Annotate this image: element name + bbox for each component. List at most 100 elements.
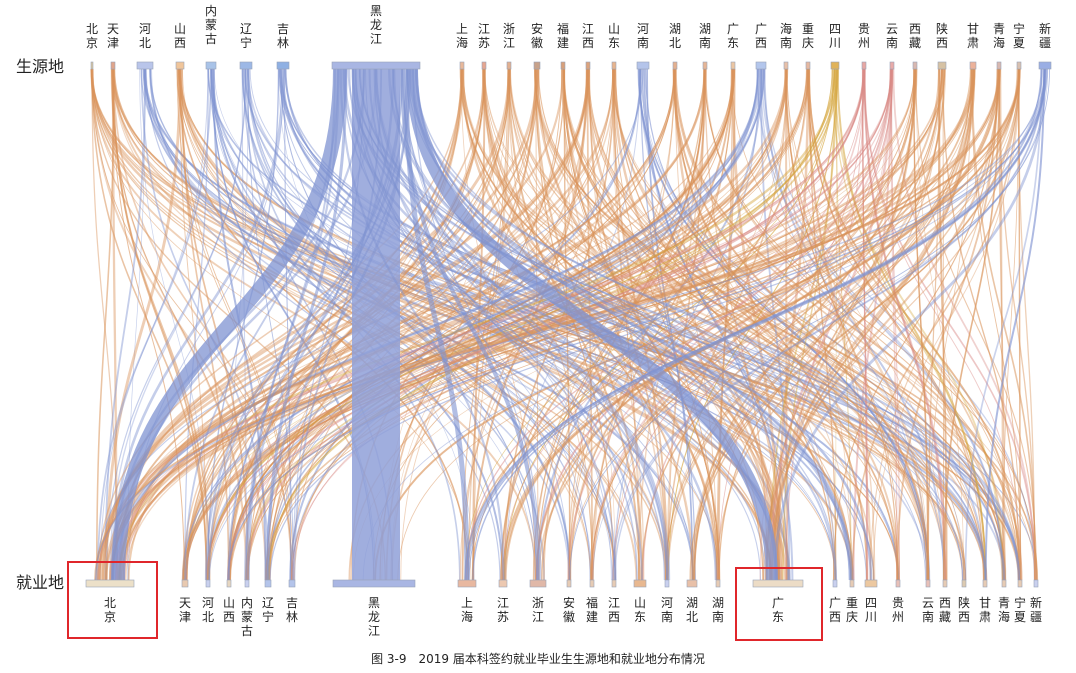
flow-heilongjiang-4 xyxy=(368,68,668,581)
flow-79 xyxy=(210,68,767,581)
target-node-15 xyxy=(664,579,670,588)
flow-426 xyxy=(264,68,972,581)
source-nodes xyxy=(90,61,1052,70)
flow-193 xyxy=(561,68,781,581)
target-node-18 xyxy=(752,579,804,588)
source-label-13: 江西 xyxy=(582,22,594,50)
flow-heilongjiang-16 xyxy=(208,68,408,581)
source-node-24 xyxy=(889,61,895,70)
target-label-20: 重庆 xyxy=(846,596,858,624)
flow-170 xyxy=(534,68,947,581)
flow-61 xyxy=(178,68,668,581)
flow-heilongjiang-24 xyxy=(365,68,570,581)
flow-401 xyxy=(772,68,917,581)
flow-408 xyxy=(938,68,948,581)
flow-heilongjiang-32 xyxy=(407,68,926,581)
flow-7 xyxy=(91,68,293,581)
flow-476 xyxy=(964,68,1043,581)
flow-86 xyxy=(228,68,249,581)
flow-80 xyxy=(241,68,247,581)
flow-327 xyxy=(807,68,1021,581)
source-label-17: 湖南 xyxy=(699,21,711,50)
source-label-24: 云南 xyxy=(886,22,898,50)
flow-333 xyxy=(206,68,810,581)
flow-434 xyxy=(896,68,999,581)
flow-heilongjiang-3 xyxy=(373,68,617,581)
flow-158 xyxy=(507,68,853,581)
flow-410 xyxy=(665,68,943,581)
target-label-28: 宁夏 xyxy=(1014,595,1026,624)
figure-caption: 图 3-9 2019 届本科签约就业毕业生生源地和就业地分布情况 xyxy=(371,651,705,666)
flow-183 xyxy=(561,68,667,581)
flow-30 xyxy=(111,68,118,581)
flow-404 xyxy=(590,68,942,581)
target-node-3 xyxy=(226,579,232,588)
flow-188 xyxy=(390,68,563,581)
target-label-26: 甘肃 xyxy=(979,596,991,624)
flow-325 xyxy=(570,68,808,581)
flow-335 xyxy=(808,68,837,581)
flow-205 xyxy=(471,68,588,581)
target-node-2 xyxy=(205,579,211,588)
flow-heilongjiang-0 xyxy=(343,68,778,581)
flow-382 xyxy=(892,68,1036,581)
flow-278 xyxy=(716,68,736,581)
source-node-13 xyxy=(585,61,591,70)
source-label-1: 天津 xyxy=(107,22,119,50)
flow-320 xyxy=(104,68,788,581)
target-node-10 xyxy=(529,579,547,588)
flow-464 xyxy=(105,68,1021,581)
flow-heilongjiang-19 xyxy=(204,68,403,581)
flow-heilongjiang-guangdong xyxy=(406,68,778,581)
flow-403 xyxy=(640,68,942,581)
flow-heilongjiang-retention xyxy=(352,69,400,580)
flow-244 xyxy=(672,68,868,581)
flow-102 xyxy=(207,68,280,581)
highlight-box-guangdong xyxy=(735,567,823,641)
flow-300 xyxy=(182,68,766,581)
flow-438 xyxy=(943,68,1001,581)
target-label-15: 河南 xyxy=(661,596,673,624)
flow-330 xyxy=(568,68,809,581)
flow-466 xyxy=(208,68,1043,581)
flow-189 xyxy=(563,68,930,581)
flow-305 xyxy=(760,68,791,581)
flow-413 xyxy=(121,68,946,581)
flow-307 xyxy=(666,68,788,581)
flow-293 xyxy=(760,68,929,581)
flow-418 xyxy=(125,68,976,581)
flow-213 xyxy=(266,68,614,581)
source-node-2 xyxy=(136,61,154,70)
flow-338 xyxy=(464,68,835,581)
flow-424 xyxy=(693,68,975,581)
source-node-18 xyxy=(730,61,736,70)
source-label-10: 浙江 xyxy=(503,22,515,50)
flow-316 xyxy=(184,68,787,581)
target-label-25: 陕西 xyxy=(958,595,970,624)
flow-heilongjiang-1 xyxy=(358,68,986,581)
flow-375 xyxy=(759,68,891,581)
source-node-17 xyxy=(702,61,708,70)
flow-155 xyxy=(473,68,511,581)
target-node-0 xyxy=(85,579,135,588)
target-label-23: 云南 xyxy=(922,596,934,624)
flow-232 xyxy=(643,68,789,581)
target-node-23 xyxy=(925,579,931,588)
target-node-1 xyxy=(181,579,189,588)
source-node-9 xyxy=(481,61,487,70)
target-node-29 xyxy=(1033,579,1039,588)
flow-56 xyxy=(178,68,721,581)
flow-312 xyxy=(785,68,899,581)
target-label-18: 广东 xyxy=(772,596,784,624)
source-label-4: 内蒙古 xyxy=(205,4,217,46)
flow-462 xyxy=(229,68,1020,581)
flow-249 xyxy=(672,68,930,581)
target-node-4 xyxy=(244,579,250,588)
flow-468 xyxy=(984,68,1046,581)
flow-212 xyxy=(612,68,1036,581)
flow-heilongjiang-28 xyxy=(245,68,340,581)
flow-477 xyxy=(468,68,1046,581)
target-label-16: 湖北 xyxy=(686,595,698,624)
flow-106 xyxy=(284,68,291,581)
